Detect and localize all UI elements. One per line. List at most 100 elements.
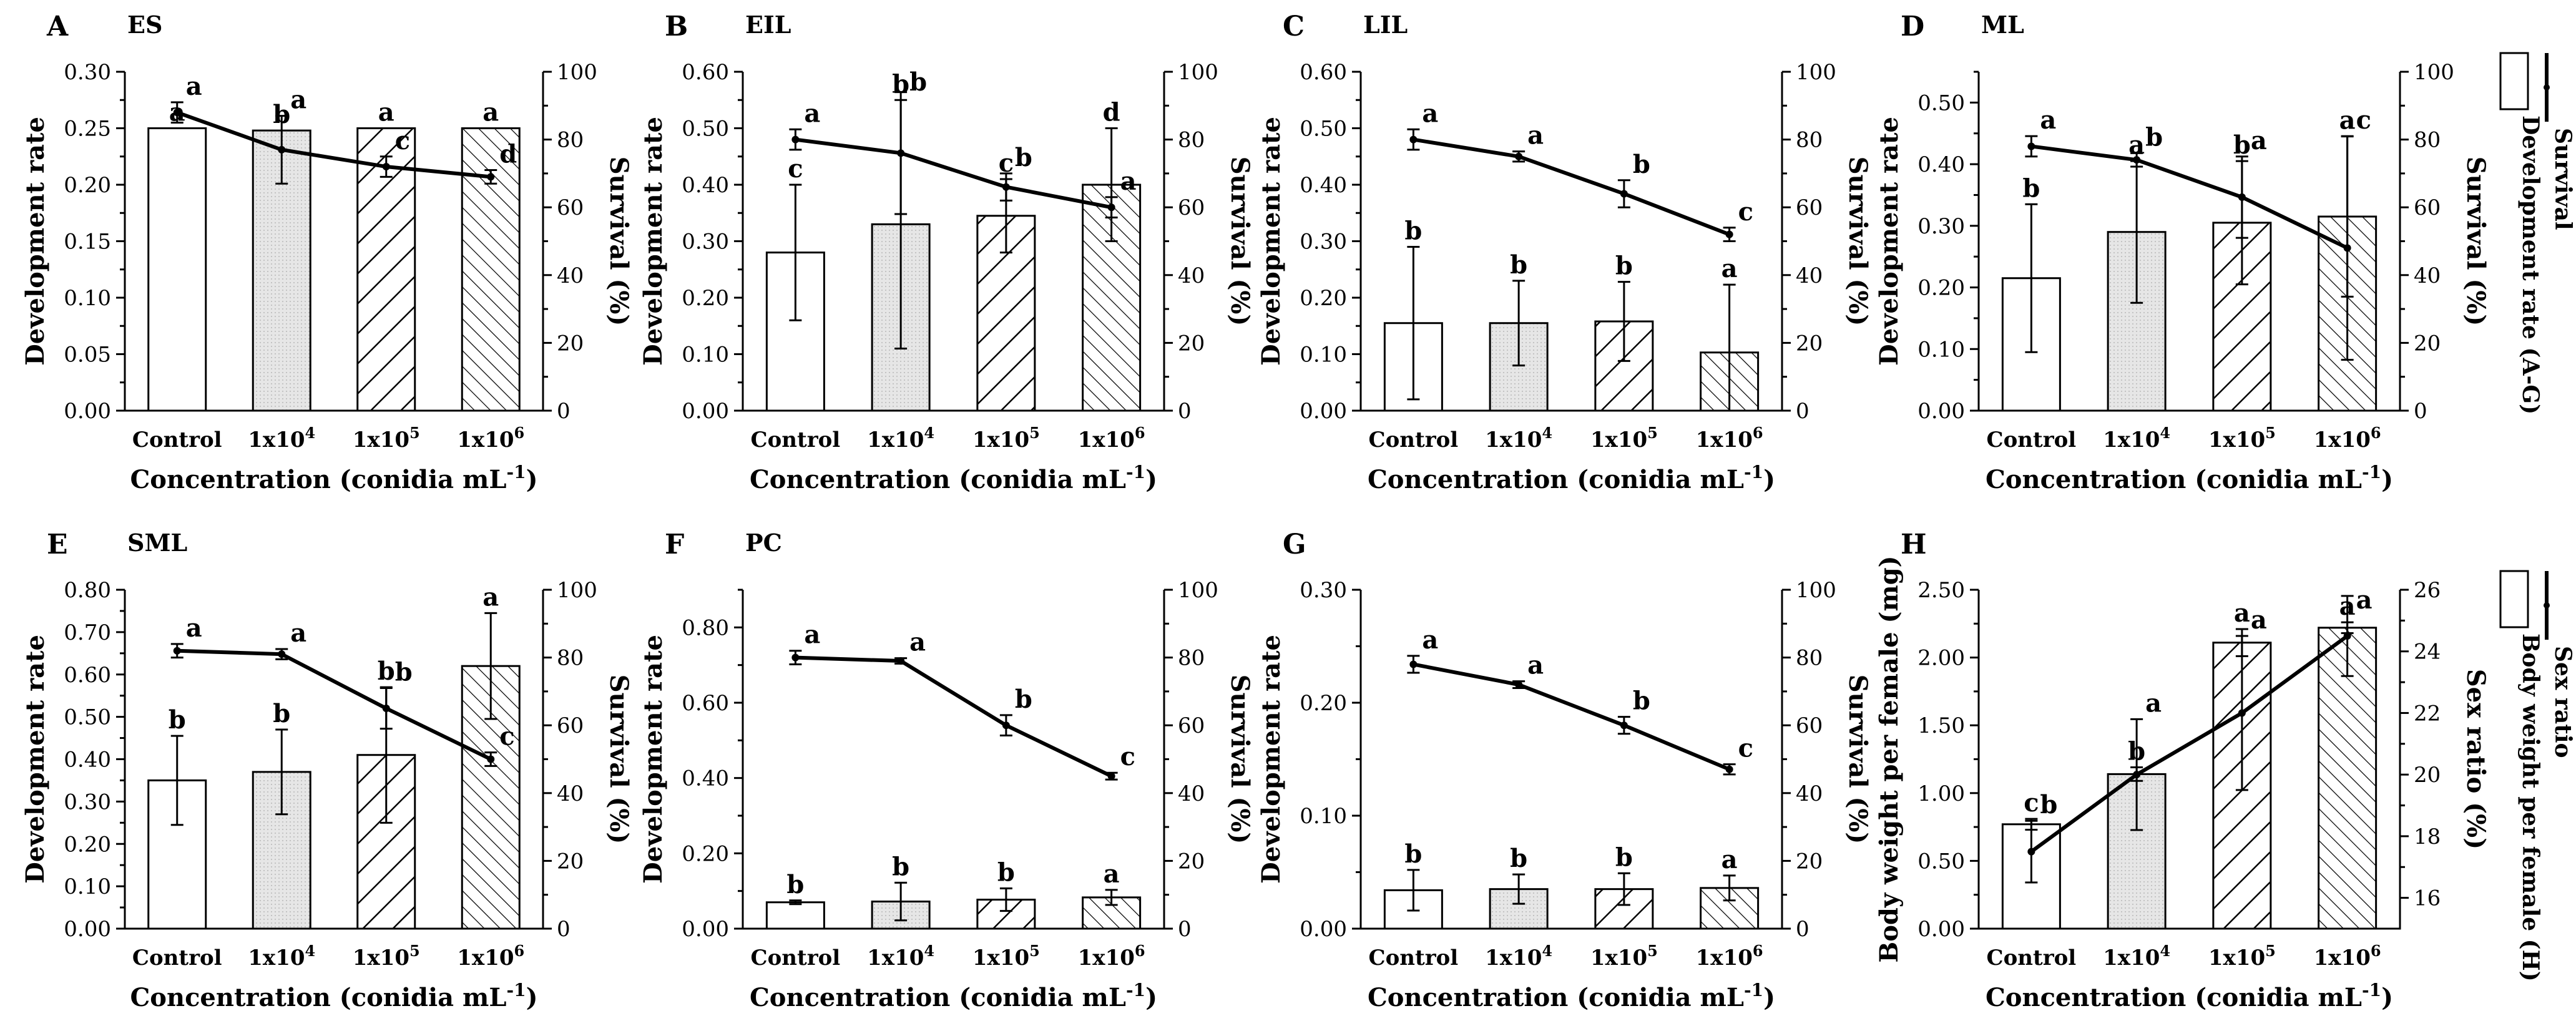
line-letter-c-4: c bbox=[1738, 197, 1753, 227]
legend-bar-label: Body weight per female (H) bbox=[2517, 633, 2544, 982]
bar-letter-d-3: b bbox=[2233, 130, 2251, 160]
y2-tick-label-e: 80 bbox=[557, 646, 584, 671]
y2-tick-label-h: 24 bbox=[2414, 640, 2441, 665]
y-tick-label-e: 0.40 bbox=[64, 748, 111, 773]
y-tick-label-g: 0.30 bbox=[1300, 578, 1347, 603]
y-tick-label-b: 0.50 bbox=[682, 117, 729, 142]
y-tick-label-c: 0.50 bbox=[1300, 117, 1347, 142]
y2-tick-label-e: 40 bbox=[557, 781, 584, 806]
line-letter-d-2: b bbox=[2145, 122, 2163, 152]
line-letter-e-2: a bbox=[290, 618, 306, 648]
point-e-4 bbox=[487, 755, 495, 763]
bar-letter-f-3: b bbox=[997, 857, 1015, 887]
y2-tick-label-f: 60 bbox=[1178, 713, 1205, 738]
line-letter-d-3: a bbox=[2251, 126, 2267, 155]
y2-axis-label-b: Survival (%) bbox=[1225, 157, 1255, 326]
point-a-2 bbox=[278, 145, 286, 154]
point-b-2 bbox=[897, 149, 905, 157]
point-g-3 bbox=[1620, 721, 1628, 730]
y2-axis-label-h: Sex ratio (%) bbox=[2461, 669, 2490, 849]
y-tick-label-f: 0.00 bbox=[682, 917, 729, 942]
y-tick-label-g: 0.20 bbox=[1300, 691, 1347, 716]
panel-letter-b: B bbox=[665, 11, 688, 42]
bar-f-1 bbox=[765, 901, 825, 930]
line-letter-d-1: a bbox=[2040, 105, 2056, 135]
x-tick-label-d-4: 1x106 bbox=[2314, 424, 2381, 452]
y-axis-label-b: Development rate bbox=[639, 117, 668, 366]
line-e bbox=[177, 648, 492, 761]
line-letter-g-2: a bbox=[1527, 651, 1544, 680]
line-letter-g-1: a bbox=[1422, 625, 1438, 655]
x-tick-label-a-1: Control bbox=[132, 428, 222, 452]
y2-tick-label-f: 100 bbox=[1178, 578, 1218, 603]
y-tick-label-c: 0.30 bbox=[1300, 230, 1347, 255]
x-tick-label-f-3: 1x105 bbox=[972, 942, 1040, 970]
line-c bbox=[1413, 137, 1730, 237]
bar-letter-f-2: b bbox=[892, 852, 909, 881]
point-c-2 bbox=[1515, 152, 1523, 160]
point-b-3 bbox=[1002, 183, 1010, 191]
line-letter-b-2: b bbox=[909, 67, 927, 97]
panel-h: cba abaaa0.000.501.001.502.002.5016182022… bbox=[1874, 529, 2490, 1012]
y-tick-label-h: 0.00 bbox=[1917, 917, 1965, 942]
y-tick-label-c: 0.00 bbox=[1300, 399, 1347, 424]
y2-tick-label-d: 60 bbox=[2414, 195, 2441, 220]
y2-tick-label-c: 60 bbox=[1796, 195, 1823, 220]
x-tick-label-b-2: 1x104 bbox=[867, 424, 934, 452]
y-tick-label-c: 0.10 bbox=[1300, 343, 1347, 368]
line-letter-h-2: a bbox=[2145, 688, 2162, 718]
point-g-4 bbox=[1725, 765, 1733, 773]
bar-h-4 bbox=[2318, 627, 2378, 930]
y2-tick-label-c: 0 bbox=[1796, 399, 1810, 424]
line-g bbox=[1413, 662, 1730, 771]
panel-letter-h: H bbox=[1901, 529, 1927, 560]
y2-tick-label-d: 0 bbox=[2414, 399, 2427, 424]
x-tick-label-e-3: 1x105 bbox=[353, 942, 420, 970]
y-tick-label-b: 0.30 bbox=[682, 230, 729, 255]
y2-tick-label-f: 0 bbox=[1178, 917, 1192, 942]
y-tick-label-d: 0.00 bbox=[1917, 399, 1965, 424]
y2-axis-label-c: Survival (%) bbox=[1843, 157, 1873, 326]
y-tick-label-e: 0.80 bbox=[64, 578, 111, 603]
point-d-4 bbox=[2343, 244, 2351, 252]
line-a bbox=[176, 110, 491, 179]
y-tick-label-h: 2.50 bbox=[1917, 578, 1965, 603]
y-tick-label-e: 0.10 bbox=[64, 874, 111, 899]
line-letter-a-4: d bbox=[499, 139, 517, 169]
panel-title-f: PC bbox=[745, 529, 782, 557]
y2-tick-label-d: 20 bbox=[2414, 331, 2441, 356]
point-e-1 bbox=[173, 647, 181, 655]
point-e-3 bbox=[382, 705, 390, 713]
y-tick-label-a: 0.30 bbox=[64, 60, 111, 85]
point-a-3 bbox=[382, 163, 390, 171]
legend-line-point bbox=[2544, 602, 2550, 608]
y2-tick-label-a: 20 bbox=[557, 331, 584, 356]
y-tick-label-a: 0.05 bbox=[64, 343, 111, 368]
y-tick-label-f: 0.20 bbox=[682, 841, 729, 866]
x-tick-label-f-4: 1x106 bbox=[1078, 942, 1145, 970]
x-tick-label-e-2: 1x104 bbox=[248, 942, 315, 970]
y-axis-label-h: Body weight per female (mg) bbox=[1874, 555, 1904, 962]
y2-tick-label-d: 80 bbox=[2414, 128, 2441, 153]
bar-letter-e-4: a bbox=[482, 582, 499, 612]
y-tick-label-a: 0.20 bbox=[64, 173, 111, 198]
y2-tick-label-h: 26 bbox=[2414, 578, 2441, 603]
y-tick-label-e: 0.50 bbox=[64, 705, 111, 730]
bar-letter-h-4: a bbox=[2339, 592, 2356, 621]
bar-letter-e-2: b bbox=[273, 699, 290, 728]
line-letter-b-1: a bbox=[804, 99, 820, 128]
panel-b: cbcdabba0.000.100.200.300.400.500.600204… bbox=[639, 11, 1255, 494]
y2-tick-label-h: 16 bbox=[2414, 886, 2441, 911]
line-letter-c-2: a bbox=[1527, 121, 1544, 150]
y-tick-label-d: 0.40 bbox=[1917, 152, 1965, 177]
bar-letter-e-3: b bbox=[378, 657, 395, 686]
bar-letter-d-4: a bbox=[2339, 106, 2356, 135]
bar-letter-a-3: a bbox=[378, 98, 394, 127]
panel-letter-c: C bbox=[1283, 11, 1305, 42]
x-axis-label-e: Concentration (conidia mL-1) bbox=[130, 980, 537, 1012]
line-letter-c-1: a bbox=[1422, 99, 1438, 128]
legend-line-label: Sex ratio bbox=[2550, 646, 2576, 758]
legend-bar-swatch bbox=[2499, 570, 2529, 628]
